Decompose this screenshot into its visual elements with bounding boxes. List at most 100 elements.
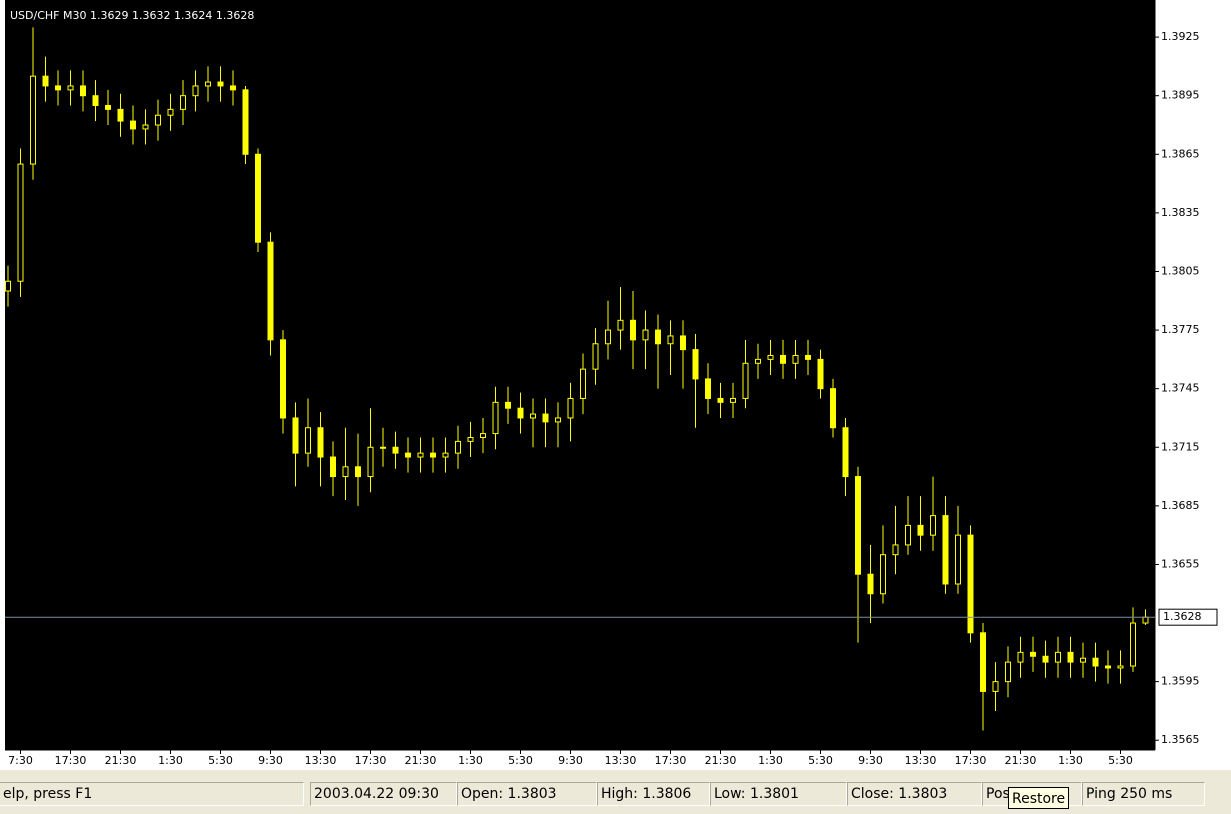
candle-body — [992, 681, 999, 692]
candle-body — [1067, 651, 1074, 663]
candle-body — [117, 108, 124, 122]
candle-body — [705, 378, 711, 399]
candle-body — [667, 335, 674, 345]
candle-body — [142, 124, 149, 130]
candle-body — [80, 85, 86, 97]
y-tick-label: 1.3565 — [1161, 733, 1200, 746]
candle-body — [767, 354, 774, 360]
candle-body — [605, 329, 611, 345]
candle-body — [130, 120, 136, 130]
candle-body — [1005, 661, 1011, 683]
candle-body — [917, 524, 924, 536]
candle-body — [555, 417, 561, 423]
candle-body — [580, 368, 586, 399]
y-tick-label: 1.3775 — [1161, 323, 1200, 336]
candle-body — [405, 452, 411, 458]
candle-body — [542, 413, 549, 423]
candle-body — [855, 476, 861, 575]
x-tick-label: 5:30 — [508, 754, 533, 767]
candle-body — [880, 554, 886, 595]
candle-body — [255, 153, 261, 243]
candle-body — [630, 319, 636, 341]
x-tick-label: 5:30 — [1108, 754, 1133, 767]
y-tick-label: 1.3655 — [1161, 557, 1200, 570]
candle-body — [1055, 651, 1061, 663]
candle-body — [167, 108, 174, 116]
chart: USD/CHF M30 1.3629 1.3632 1.3624 1.3628 … — [5, 0, 1218, 767]
x-tick-label: 13:30 — [605, 754, 637, 767]
candle-body — [967, 534, 974, 634]
status-time: 2003.04.22 09:30 — [310, 782, 457, 806]
candle-body — [617, 319, 624, 331]
candle-body — [42, 75, 49, 87]
x-tick-label: 1:30 — [758, 754, 783, 767]
candle-body — [55, 85, 61, 91]
status-help: elp, press F1 — [0, 782, 304, 806]
candle-body — [1092, 657, 1099, 667]
x-tick-label: 13:30 — [305, 754, 337, 767]
candle-body — [717, 397, 724, 403]
candle-body — [280, 339, 286, 419]
x-tick-label: 1:30 — [158, 754, 183, 767]
candle-body — [742, 362, 749, 399]
candle-body — [642, 329, 649, 341]
x-tick-label: 5:30 — [208, 754, 233, 767]
x-tick-label: 9:30 — [558, 754, 583, 767]
candle-body — [192, 85, 199, 97]
candle-body — [242, 89, 249, 155]
x-tick-label: 1:30 — [1058, 754, 1083, 767]
y-tick-label: 1.3805 — [1161, 264, 1200, 277]
y-tick-label: 1.3715 — [1161, 440, 1200, 453]
candle-body — [980, 632, 986, 692]
candle-body — [455, 440, 461, 454]
candle-body — [655, 329, 661, 345]
candle-body — [480, 433, 486, 438]
candle-body — [367, 446, 374, 478]
candle-body — [330, 456, 336, 478]
candle-body — [105, 104, 111, 110]
candle-body — [817, 358, 824, 390]
candle-body — [517, 407, 524, 419]
x-tick-label: 21:30 — [1005, 754, 1037, 767]
status-ping: Ping 250 ms — [1082, 782, 1205, 806]
candle-body — [930, 515, 936, 536]
y-tick-label: 1.3685 — [1161, 499, 1200, 512]
candle-body — [442, 452, 449, 458]
status-bar: elp, press F1 2003.04.22 09:30 Open: 1.3… — [0, 770, 1231, 814]
x-tick-label: 17:30 — [955, 754, 987, 767]
candle-body — [467, 437, 474, 442]
x-tick-label: 21:30 — [405, 754, 437, 767]
candle-body — [67, 85, 74, 91]
candle-body — [317, 427, 324, 458]
candle-body — [530, 413, 536, 419]
candle-body — [217, 81, 224, 87]
candle-body — [1042, 655, 1049, 663]
x-tick-label: 17:30 — [55, 754, 87, 767]
candle-body — [842, 427, 849, 478]
y-tick-label: 1.3745 — [1161, 382, 1200, 395]
candle-body — [1142, 616, 1149, 624]
x-tick-label: 7:30 — [8, 754, 33, 767]
x-tick-label: 9:30 — [858, 754, 883, 767]
x-tick-label: 17:30 — [655, 754, 687, 767]
candle-body — [305, 427, 311, 454]
candle-body — [755, 358, 761, 364]
candle-body — [155, 114, 161, 126]
candle-body — [180, 95, 186, 110]
candle-body — [380, 446, 386, 449]
candle-body — [417, 452, 424, 458]
candle-body — [592, 343, 599, 370]
x-tick-label: 21:30 — [105, 754, 137, 767]
status-close: Close: 1.3803 — [847, 782, 982, 806]
candle-body — [730, 397, 736, 403]
x-tick-label: 21:30 — [705, 754, 737, 767]
status-open: Open: 1.3803 — [457, 782, 597, 806]
candle-body — [292, 417, 299, 454]
candle-body — [830, 388, 836, 429]
candle-body — [805, 354, 811, 360]
price-label-box — [1158, 608, 1218, 626]
x-tick-label: 17:30 — [355, 754, 387, 767]
candle-body — [567, 397, 574, 419]
candle-body — [1130, 622, 1136, 667]
candle-body — [267, 241, 274, 341]
